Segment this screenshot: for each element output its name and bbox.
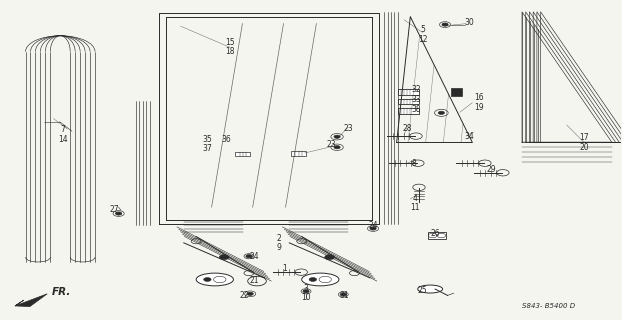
FancyBboxPatch shape [398,108,419,114]
Text: 5: 5 [420,25,425,34]
FancyBboxPatch shape [428,232,447,239]
Text: 1: 1 [282,264,287,274]
Text: 37: 37 [203,144,212,153]
Text: 24: 24 [249,252,259,261]
Circle shape [334,146,340,149]
Text: 30: 30 [465,19,474,28]
Text: 15: 15 [226,38,235,47]
Text: 12: 12 [418,35,427,44]
Text: 32: 32 [412,85,421,94]
Circle shape [246,255,252,258]
Circle shape [439,111,445,115]
Circle shape [325,255,335,260]
Text: 28: 28 [402,124,412,132]
Text: 25: 25 [418,286,427,295]
Text: 9: 9 [276,243,281,252]
Text: 2: 2 [276,234,281,243]
Text: 34: 34 [465,132,474,140]
Text: 8: 8 [411,159,415,168]
Text: 17: 17 [579,133,589,142]
Text: 3: 3 [304,284,309,292]
Circle shape [309,277,317,281]
Text: 29: 29 [486,165,496,174]
Text: 4: 4 [413,194,418,203]
Circle shape [340,293,346,296]
Text: 23: 23 [327,140,337,149]
Circle shape [370,227,376,230]
Circle shape [334,135,340,138]
Text: S843- B5400 D: S843- B5400 D [522,303,575,309]
Text: 27: 27 [109,205,119,214]
FancyBboxPatch shape [235,152,250,156]
Text: FR.: FR. [52,287,72,297]
Text: 38: 38 [412,105,421,114]
Text: 36: 36 [221,135,231,144]
Polygon shape [15,294,47,307]
Text: 24: 24 [368,221,378,230]
Text: 20: 20 [579,143,589,152]
Ellipse shape [418,285,443,293]
FancyBboxPatch shape [398,89,419,95]
Text: 21: 21 [249,276,259,285]
Text: 11: 11 [411,203,420,212]
FancyBboxPatch shape [291,151,306,156]
Text: 35: 35 [203,135,212,144]
Circle shape [303,290,309,293]
FancyBboxPatch shape [450,88,462,96]
Text: 16: 16 [474,93,483,102]
Text: 31: 31 [339,291,349,300]
Ellipse shape [196,273,233,286]
Text: 7: 7 [60,125,65,134]
Text: 26: 26 [430,229,440,238]
Text: 33: 33 [412,95,421,104]
Circle shape [203,277,211,281]
Text: 10: 10 [301,293,311,302]
Ellipse shape [302,273,339,286]
Circle shape [247,292,253,295]
Circle shape [116,212,122,215]
FancyBboxPatch shape [398,99,419,104]
Circle shape [442,23,448,26]
Text: 14: 14 [58,135,68,144]
Text: 23: 23 [343,124,353,132]
Text: 19: 19 [474,103,483,112]
Text: 18: 18 [226,47,235,56]
Text: 22: 22 [240,291,249,300]
Circle shape [219,255,229,260]
